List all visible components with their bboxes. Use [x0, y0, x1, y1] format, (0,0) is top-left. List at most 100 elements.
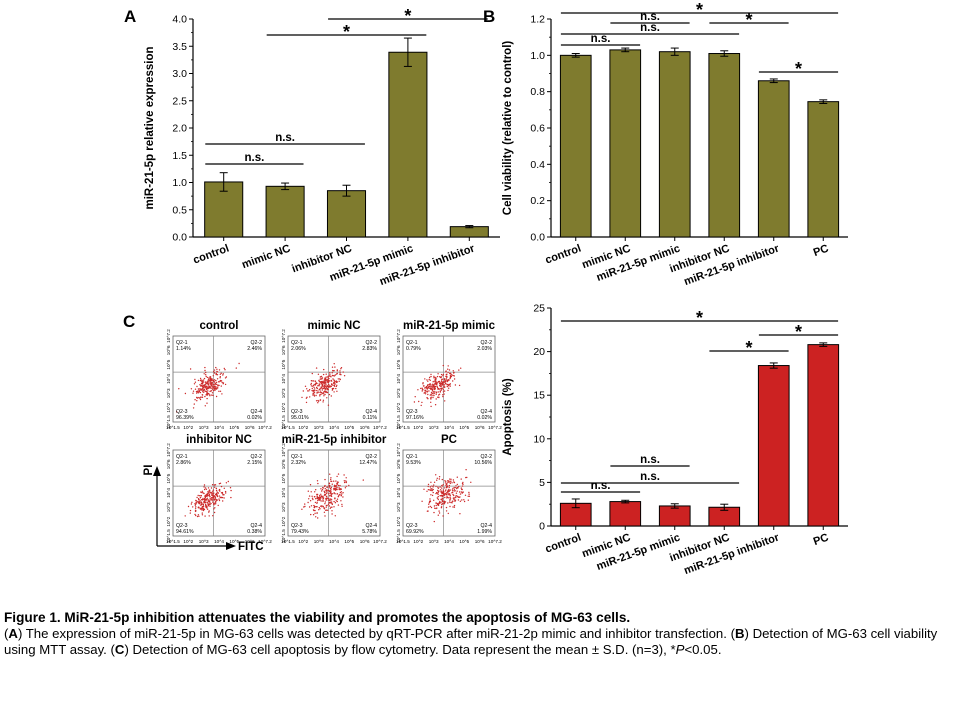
- flow-dot: [304, 503, 306, 505]
- flow-dot: [329, 373, 331, 375]
- flow-dot: [443, 503, 446, 505]
- flow-dot: [208, 386, 210, 388]
- flow-dot: [312, 392, 315, 394]
- flow-dot: [212, 380, 214, 382]
- flow-dot: [433, 481, 436, 483]
- flow-dot: [194, 503, 196, 505]
- flow-dot: [324, 488, 326, 490]
- flow-plot: miR-21-5p mimic Q2-10.79% Q2-22.03% Q2-397.…: [396, 320, 502, 430]
- flow-dot: [219, 390, 222, 392]
- flow-dot: [308, 389, 311, 391]
- quadrant-name: Q2-1: [406, 340, 418, 346]
- flow-dot: [441, 496, 443, 498]
- flow-dot: [451, 482, 453, 484]
- flow-dot: [463, 500, 466, 503]
- flow-dot: [428, 390, 430, 392]
- flow-dot: [429, 385, 431, 387]
- flow-dot: [192, 392, 194, 394]
- flow-dot: [427, 393, 429, 396]
- flow-dot: [440, 373, 443, 376]
- y-tick-label: 15: [533, 390, 545, 402]
- flow-dot: [199, 495, 201, 497]
- flow-dot: [215, 373, 217, 375]
- flow-dot: [453, 375, 455, 377]
- flow-dot: [426, 391, 429, 393]
- flow-dot: [336, 475, 338, 478]
- flow-dot: [331, 483, 333, 485]
- flow-dot: [215, 501, 217, 503]
- flow-dot: [222, 500, 224, 502]
- flow-dot: [442, 515, 444, 517]
- flow-dot: [330, 488, 332, 490]
- flow-dot: [430, 481, 432, 483]
- flow-dot: [435, 504, 437, 507]
- flow-plot-title: PC: [441, 434, 457, 446]
- flow-dot: [308, 498, 310, 500]
- x-tick-label: control: [192, 243, 231, 267]
- flow-dot: [461, 485, 464, 487]
- flow-dot: [199, 384, 201, 386]
- flow-dot: [449, 496, 451, 498]
- flow-dot: [220, 385, 222, 387]
- flow-dot: [453, 372, 455, 374]
- flow-dot: [433, 511, 435, 514]
- flow-dot: [333, 370, 335, 372]
- flow-dot: [426, 379, 428, 381]
- quadrant-name: Q2-1: [291, 454, 303, 460]
- flow-dot: [442, 381, 445, 383]
- flow-dot: [328, 393, 331, 396]
- flow-x-tick-label: 10^6: [245, 539, 255, 544]
- flow-dot: [203, 488, 206, 491]
- flow-dot: [205, 503, 207, 505]
- flow-dot: [326, 491, 328, 493]
- quadrant-value: 0.79%: [406, 346, 421, 352]
- flow-dot: [202, 497, 204, 500]
- flow-y-tick-label: 10^7.2: [396, 443, 401, 457]
- quadrant-value: 1.99%: [477, 529, 492, 535]
- flow-dot: [435, 492, 437, 495]
- flow-dot: [445, 506, 448, 509]
- flow-dot: [430, 396, 432, 398]
- flow-dot: [327, 503, 330, 505]
- flow-dot: [457, 499, 460, 501]
- flow-dot: [441, 478, 443, 481]
- flow-dot: [333, 485, 336, 488]
- flow-dot: [313, 390, 315, 392]
- flow-dot: [431, 385, 434, 387]
- flow-x-tick-label: 10^1.5: [396, 425, 410, 430]
- flow-dot: [427, 489, 430, 491]
- flow-dot: [420, 404, 422, 407]
- flow-dot: [330, 499, 333, 501]
- flow-dot: [190, 503, 193, 505]
- flow-dot: [437, 381, 439, 384]
- flow-dot: [464, 494, 467, 496]
- flow-dot: [324, 478, 326, 481]
- flow-dot: [206, 492, 208, 495]
- panel-letter-c: C: [123, 312, 135, 331]
- flow-dot: [322, 505, 324, 508]
- flow-dot: [449, 498, 451, 500]
- flow-dot: [202, 391, 204, 393]
- flow-dot: [199, 391, 202, 394]
- bar: [559, 54, 592, 238]
- flow-dot: [444, 380, 447, 383]
- flow-dot: [302, 390, 304, 392]
- flow-dot: [206, 507, 208, 509]
- flow-dot: [424, 393, 427, 395]
- flow-dot: [219, 490, 221, 492]
- flow-dot: [340, 500, 342, 502]
- flow-dot: [328, 484, 331, 487]
- flow-dot: [315, 382, 317, 385]
- flow-dot: [218, 499, 221, 502]
- flow-dot: [221, 381, 223, 384]
- flow-y-tick-label: 10^5: [396, 473, 401, 483]
- flow-dot: [301, 396, 303, 399]
- flow-x-tick-label: 10^1.5: [281, 425, 295, 430]
- flow-dot: [221, 492, 224, 494]
- flow-dot: [220, 372, 222, 374]
- flow-dot: [307, 490, 309, 492]
- flow-dot: [328, 501, 330, 504]
- flow-dot: [328, 505, 331, 507]
- flow-dot: [322, 399, 325, 401]
- flow-dot: [424, 389, 427, 392]
